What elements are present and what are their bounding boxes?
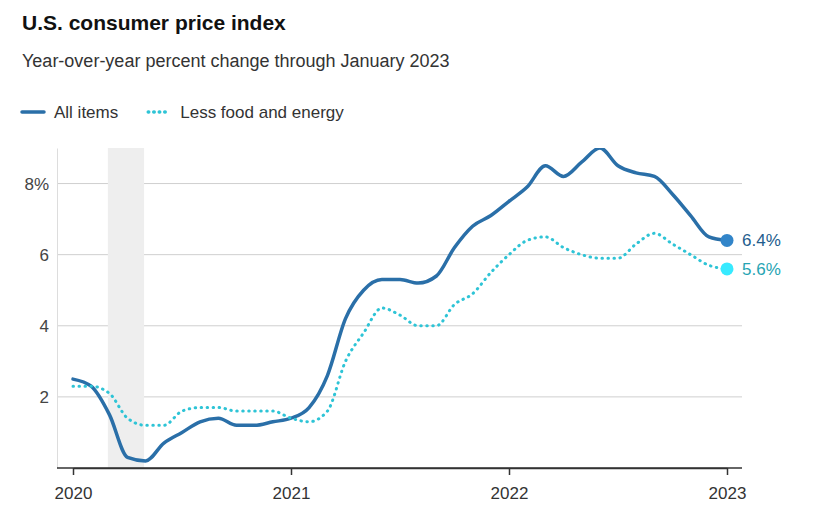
x-tick-mark (73, 468, 75, 475)
series-line (73, 148, 727, 461)
series-line (73, 233, 727, 425)
x-tick-label: 2022 (491, 484, 529, 503)
x-tick: 2020 (55, 468, 93, 503)
title: U.S. consumer price index (22, 11, 286, 34)
grid (57, 184, 742, 397)
y-tick-label: 2 (40, 388, 49, 407)
baseline (57, 467, 742, 469)
data-label: 5.6% (742, 260, 781, 279)
y-axis: 2 4 6 8% (24, 149, 57, 469)
plot-area (73, 148, 727, 468)
end-point (721, 234, 734, 247)
x-tick: 2021 (273, 468, 311, 503)
grid-line (57, 325, 742, 326)
y-tick-label: 4 (40, 317, 49, 336)
y-tick-label: 8% (24, 174, 49, 193)
x-tick-mark (291, 468, 293, 475)
y-tick-label: 6 (40, 246, 49, 265)
y-tick: 6 (40, 246, 57, 265)
legend-item: Less food and energy (148, 103, 344, 122)
x-axis: 2020 2021 2022 2023 (55, 468, 747, 503)
x-tick-label: 2023 (709, 484, 747, 503)
legend: All items Less food and energy (22, 103, 344, 122)
x-tick-mark (727, 468, 729, 475)
y-tick: 2 (40, 388, 57, 407)
y-axis-line (57, 149, 58, 469)
grid-line (57, 396, 742, 397)
data-labels: 6.4% 5.6% (721, 231, 781, 278)
y-tick: 4 (40, 317, 57, 336)
subtitle: Year-over-year percent change through Ja… (22, 51, 450, 71)
chart: U.S. consumer price index Year-over-year … (0, 0, 819, 522)
y-tick: 8% (24, 174, 57, 193)
legend-swatch (148, 110, 170, 114)
end-point (721, 262, 734, 275)
x-tick-label: 2021 (273, 484, 311, 503)
legend-label: Less food and energy (180, 103, 344, 122)
legend-swatch (22, 110, 44, 114)
data-label: 6.4% (742, 231, 781, 250)
x-tick: 2022 (491, 468, 529, 503)
x-tick: 2023 (709, 468, 747, 503)
x-tick-label: 2020 (55, 484, 93, 503)
x-tick-mark (509, 468, 511, 475)
grid-line (57, 183, 742, 184)
legend-item: All items (22, 103, 118, 122)
legend-label: All items (54, 103, 118, 122)
grid-line (57, 254, 742, 255)
